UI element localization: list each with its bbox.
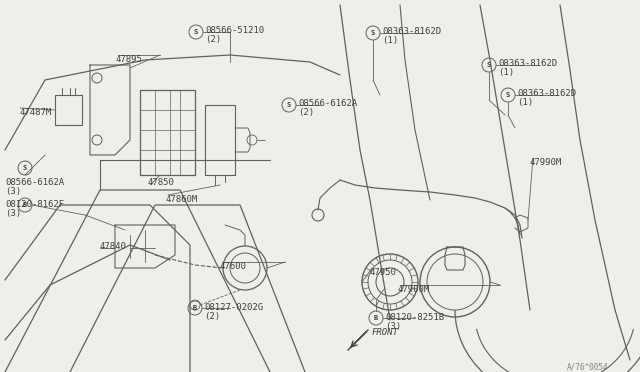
Text: S: S bbox=[371, 30, 375, 36]
Text: (2): (2) bbox=[204, 312, 220, 321]
Text: B: B bbox=[193, 305, 197, 311]
Text: (3): (3) bbox=[5, 187, 21, 196]
Text: (1): (1) bbox=[517, 98, 533, 107]
Text: 08120-8251B: 08120-8251B bbox=[385, 313, 444, 322]
Text: 47600: 47600 bbox=[220, 262, 247, 271]
Text: S: S bbox=[23, 165, 27, 171]
Text: B: B bbox=[23, 202, 27, 208]
Text: (3): (3) bbox=[385, 322, 401, 331]
Text: 47900M: 47900M bbox=[398, 285, 430, 294]
Text: 47950: 47950 bbox=[370, 268, 397, 277]
Text: 47990M: 47990M bbox=[530, 158, 563, 167]
Text: (1): (1) bbox=[382, 36, 398, 45]
Text: 08566-6162A: 08566-6162A bbox=[298, 99, 357, 108]
Text: 08363-8162D: 08363-8162D bbox=[498, 59, 557, 68]
Text: 08363-8162D: 08363-8162D bbox=[382, 27, 441, 36]
Text: FRONT: FRONT bbox=[372, 328, 399, 337]
Text: 47895: 47895 bbox=[115, 55, 142, 64]
Text: S: S bbox=[194, 29, 198, 35]
Text: (2): (2) bbox=[298, 108, 314, 117]
Text: 47840: 47840 bbox=[100, 242, 127, 251]
Text: A/76^0054: A/76^0054 bbox=[566, 362, 608, 371]
Text: 47850: 47850 bbox=[148, 178, 175, 187]
Text: S: S bbox=[287, 102, 291, 108]
Text: 08127-0202G: 08127-0202G bbox=[204, 303, 263, 312]
Text: S: S bbox=[506, 92, 510, 98]
Text: 08120-8162F: 08120-8162F bbox=[5, 200, 64, 209]
Text: 08566-6162A: 08566-6162A bbox=[5, 178, 64, 187]
Text: S: S bbox=[487, 62, 491, 68]
Text: 47860M: 47860M bbox=[165, 195, 197, 204]
Text: (1): (1) bbox=[498, 68, 514, 77]
Text: (3): (3) bbox=[5, 209, 21, 218]
Text: 08363-8162D: 08363-8162D bbox=[517, 89, 576, 98]
Text: (2): (2) bbox=[205, 35, 221, 44]
Text: B: B bbox=[374, 315, 378, 321]
Text: 47487M: 47487M bbox=[20, 108, 52, 117]
Text: 08566-51210: 08566-51210 bbox=[205, 26, 264, 35]
